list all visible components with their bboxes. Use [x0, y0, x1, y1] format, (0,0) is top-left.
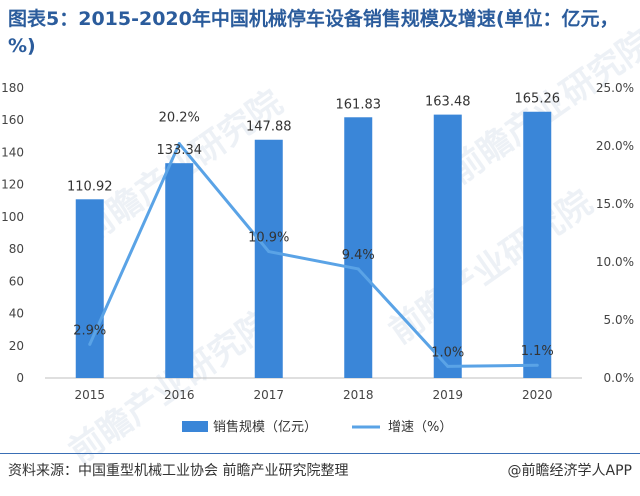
x-tick-label: 2016 — [164, 388, 195, 402]
y-right-tick-label: 20.0% — [596, 139, 634, 153]
y-left-tick-label: 0 — [16, 371, 24, 385]
growth-line — [88, 142, 538, 368]
y-right-tick-label: 0.0% — [604, 371, 635, 385]
x-tick-label: 2018 — [343, 388, 374, 402]
bar-value-label: 133.34 — [157, 143, 203, 158]
bar-value-label: 147.88 — [246, 120, 292, 135]
line-point — [446, 364, 450, 368]
y-left-tick-label: 80 — [9, 242, 24, 256]
chart-title: 图表5：2015-2020年中国机械停车设备销售规模及增速(单位：亿元，%) — [8, 8, 619, 57]
line-value-label: 20.2% — [159, 111, 200, 126]
line-value-label: 9.4% — [342, 248, 375, 263]
bar-value-label: 161.83 — [336, 97, 382, 112]
x-tick-label: 2019 — [432, 388, 463, 402]
line-value-label: 10.9% — [248, 231, 289, 246]
bar — [523, 111, 552, 379]
bar-value-label: 165.26 — [515, 92, 561, 107]
y-left-tick-label: 100 — [1, 210, 24, 224]
x-tick-label: 2017 — [253, 388, 284, 402]
y-left-tick-label: 180 — [1, 81, 24, 95]
footer-divider — [0, 453, 640, 454]
y-right-tick-label: 25.0% — [596, 81, 634, 95]
line-value-label: 1.0% — [431, 345, 464, 360]
source-note: 资料来源：中国重型机械工业协会 前瞻产业研究院整理 — [8, 463, 349, 479]
line-value-label: 2.9% — [73, 323, 106, 338]
y-left-tick-label: 60 — [9, 274, 24, 288]
line-point — [177, 142, 181, 146]
legend-bar-label: 销售规模（亿元） — [213, 419, 317, 435]
y-left-tick-label: 160 — [1, 113, 24, 127]
bar-value-label: 110.92 — [67, 179, 113, 194]
bar-value-label: 163.48 — [425, 95, 471, 110]
bar — [165, 163, 194, 378]
y-left-tick-label: 140 — [1, 145, 24, 159]
y-left-tick-label: 20 — [9, 339, 24, 353]
x-tick-label: 2015 — [74, 388, 105, 402]
y-right-tick-label: 10.0% — [596, 255, 634, 269]
x-tick-label: 2020 — [522, 388, 553, 402]
bar — [433, 114, 462, 379]
y-left-tick-label: 120 — [1, 178, 24, 192]
bar — [254, 139, 283, 378]
bar — [344, 117, 373, 378]
y-right-tick-label: 15.0% — [596, 197, 634, 211]
line-point — [88, 342, 92, 346]
credit-text: @前瞻经济学人APP — [507, 463, 632, 479]
legend-bar-swatch — [182, 421, 208, 432]
line-value-label: 1.1% — [521, 344, 554, 359]
line-point — [356, 267, 360, 271]
legend-line-label: 增速（%） — [388, 420, 452, 435]
y-right-tick-label: 5.0% — [604, 313, 635, 327]
line-point — [267, 250, 271, 254]
y-left-tick-label: 40 — [9, 307, 24, 321]
bar — [75, 199, 104, 378]
line-point — [535, 363, 539, 367]
